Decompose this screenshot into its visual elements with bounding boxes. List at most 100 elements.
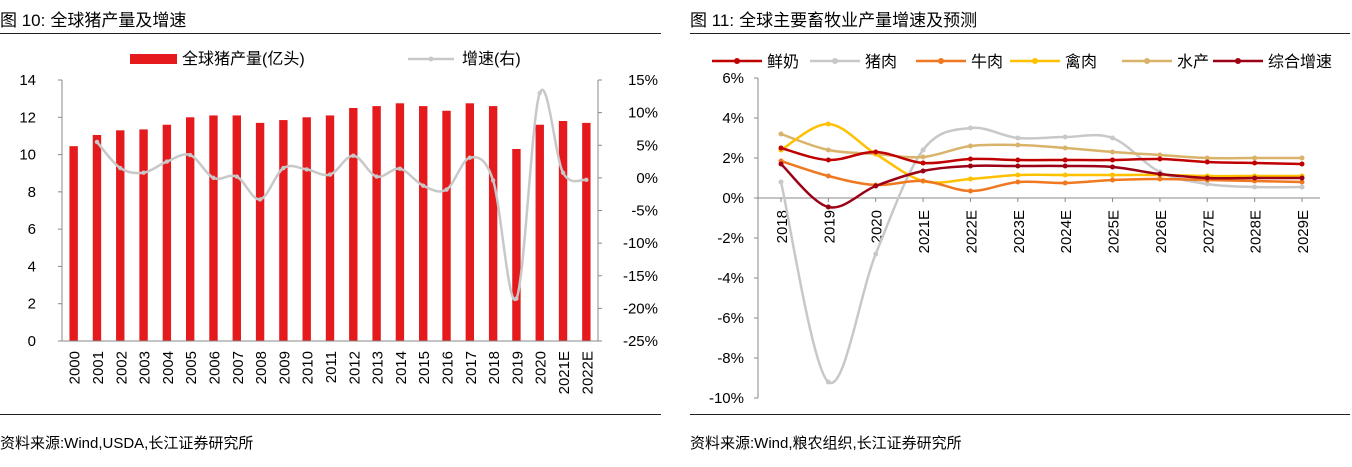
point-pork-2018 bbox=[778, 179, 784, 185]
x-tick-label-2020: 2020 bbox=[533, 351, 550, 384]
point-aquatic-2022E bbox=[967, 143, 973, 149]
left-figure-label: 图 10: bbox=[0, 11, 46, 30]
point-milk-2027E bbox=[1204, 159, 1210, 165]
point-beef-2024E bbox=[1062, 180, 1068, 186]
point-composite-2018 bbox=[778, 161, 784, 167]
right-title-rule bbox=[690, 33, 1350, 34]
bar-2008 bbox=[255, 122, 265, 341]
point-milk-2018 bbox=[778, 145, 784, 151]
right-figure-title: 图 11: 全球主要畜牧业产量增速及预测 bbox=[690, 6, 977, 31]
legend-label-pork: 猪肉 bbox=[865, 53, 897, 71]
right-y-tick-label-0: -25% bbox=[623, 333, 658, 350]
point-milk-2029E bbox=[1299, 161, 1305, 167]
line-beef bbox=[780, 159, 1303, 193]
growth-point-2017 bbox=[467, 155, 473, 160]
right-figure-label: 图 11: bbox=[690, 11, 735, 30]
point-milk-2020 bbox=[873, 149, 879, 155]
point-composite-2020 bbox=[873, 183, 879, 189]
right-y-tick-label-6: 5% bbox=[636, 137, 658, 154]
growth-point-2002 bbox=[118, 165, 123, 171]
point-aquatic-2026E bbox=[1157, 152, 1163, 158]
bar-2003 bbox=[139, 129, 148, 341]
x-tick-label-2028E: 2028E bbox=[1248, 210, 1265, 253]
bar-2004 bbox=[162, 124, 172, 341]
point-beef-2026E bbox=[1157, 176, 1163, 182]
y-tick-label-4: -2% bbox=[717, 230, 744, 247]
x-tick-label-2025E: 2025E bbox=[1106, 210, 1123, 253]
x-tick-label-2026E: 2026E bbox=[1153, 210, 1170, 253]
bar-2000 bbox=[69, 146, 78, 341]
point-aquatic-2025E bbox=[1110, 149, 1116, 155]
x-tick-label-2018: 2018 bbox=[774, 210, 791, 243]
left-bottom-rule bbox=[0, 414, 661, 415]
x-tick-label-2016: 2016 bbox=[440, 351, 457, 384]
left-y-tick-label-3: 6 bbox=[28, 221, 36, 238]
right-y-tick-label-5: 0% bbox=[636, 170, 658, 187]
x-tick-label-2020: 2020 bbox=[869, 210, 886, 243]
bar-2009 bbox=[279, 120, 288, 341]
x-tick-label-2004: 2004 bbox=[160, 351, 177, 384]
bar-2002 bbox=[116, 130, 125, 341]
point-aquatic-2029E bbox=[1299, 155, 1305, 161]
y-tick-label-1: -8% bbox=[717, 350, 744, 367]
point-composite-2021E bbox=[920, 168, 926, 174]
point-composite-2026E bbox=[1157, 171, 1163, 177]
right-bottom-rule bbox=[690, 414, 1350, 415]
left-y-tick-label-4: 8 bbox=[28, 184, 36, 201]
growth-point-2020 bbox=[537, 90, 542, 96]
right-source: 资料来源:Wind,粮农组织,长江证券研究所 bbox=[690, 435, 962, 452]
point-pork-2023E bbox=[1015, 135, 1021, 141]
y-tick-label-8: 6% bbox=[722, 70, 744, 87]
legend-marker-growth bbox=[428, 56, 434, 62]
legend-label-poultry: 禽肉 bbox=[1065, 53, 1097, 71]
legend-marker-pork bbox=[832, 58, 838, 64]
point-pork-2020 bbox=[873, 251, 879, 257]
y-tick-label-5: 0% bbox=[722, 190, 744, 207]
left-y-tick-label-5: 10 bbox=[19, 147, 36, 164]
legend-label-growth: 增速(右) bbox=[462, 50, 521, 68]
x-tick-label-2008: 2008 bbox=[253, 351, 270, 384]
point-beef-2019 bbox=[825, 173, 831, 179]
right-title: 全球主要畜牧业产量增速及预测 bbox=[739, 11, 978, 30]
point-milk-2023E bbox=[1015, 157, 1021, 163]
point-beef-2029E bbox=[1299, 179, 1305, 185]
growth-point-2006 bbox=[211, 175, 216, 181]
point-poultry-2025E bbox=[1110, 172, 1116, 178]
bar-2012 bbox=[349, 107, 358, 341]
point-pork-2025E bbox=[1110, 135, 1116, 141]
point-milk-2028E bbox=[1252, 160, 1258, 166]
x-tick-label-2018: 2018 bbox=[486, 351, 503, 384]
legend-marker-beef bbox=[938, 58, 944, 64]
y-tick-label-2: -6% bbox=[717, 310, 744, 327]
point-milk-2026E bbox=[1157, 156, 1163, 162]
bar-2019 bbox=[512, 148, 521, 341]
bar-2010 bbox=[302, 117, 311, 342]
legend-marker-aquatic bbox=[1144, 58, 1150, 64]
legend-label-beef: 牛肉 bbox=[971, 53, 1003, 71]
left-title-rule bbox=[0, 33, 661, 34]
point-composite-2027E bbox=[1204, 175, 1210, 181]
x-tick-label-2023E: 2023E bbox=[1011, 210, 1028, 253]
bar-2014 bbox=[395, 103, 405, 341]
point-pork-2019 bbox=[825, 379, 831, 385]
point-pork-2027E bbox=[1204, 181, 1210, 187]
point-pork-2024E bbox=[1062, 134, 1068, 140]
right-y-tick-label-7: 10% bbox=[628, 105, 658, 122]
growth-point-2015 bbox=[421, 183, 426, 188]
point-aquatic-2024E bbox=[1062, 145, 1068, 151]
right-y-tick-label-2: -15% bbox=[623, 268, 658, 285]
x-tick-label-2012: 2012 bbox=[346, 351, 363, 384]
growth-point-2018 bbox=[490, 178, 496, 183]
point-aquatic-2023E bbox=[1015, 142, 1021, 148]
growth-point-2010 bbox=[304, 167, 309, 172]
x-tick-label-2015: 2015 bbox=[416, 351, 433, 384]
point-milk-2024E bbox=[1062, 157, 1068, 163]
point-beef-2022E bbox=[967, 188, 973, 194]
x-tick-label-2019: 2019 bbox=[821, 210, 838, 243]
pig-output-chart: 全球猪产量(亿头) 增速(右) 0 2 4 6 8 10 12 14 -25% -20% -15% -10… bbox=[19, 50, 658, 394]
left-y-tick-label-2: 4 bbox=[28, 258, 36, 275]
growth-point-2022E bbox=[584, 177, 589, 183]
point-poultry-2022E bbox=[967, 176, 973, 182]
y-tick-label-6: 2% bbox=[722, 150, 744, 167]
point-poultry-2019 bbox=[825, 121, 831, 127]
